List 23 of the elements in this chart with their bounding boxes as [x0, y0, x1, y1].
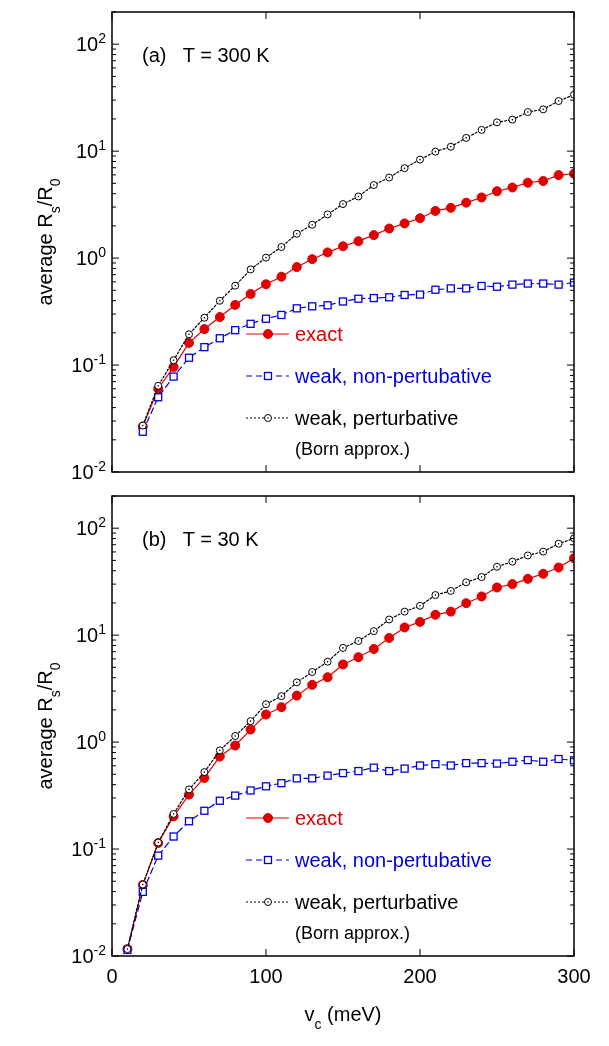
legend-label: exact [294, 807, 344, 829]
y-tick-label: 10$^{-2}$ [71, 942, 107, 967]
y-tick-label: 10$^{1}$ [75, 137, 107, 163]
legend-label: weak, non-pertubative [293, 365, 492, 387]
y-tick-label: 10$^{-2}$ [71, 458, 107, 483]
legend-label: exact [294, 323, 344, 345]
y-tick-label: 10$^{2}$ [75, 514, 107, 540]
text: (b) T = 30 K [142, 528, 260, 550]
y-tick-label: 10$^{1}$ [75, 621, 107, 647]
x-tick-label: 200 [403, 965, 437, 987]
x-axis-title: v$_{c}$ (meV) [304, 1003, 382, 1032]
text: (a) T = 300 K [142, 44, 271, 66]
y-tick-label: 10$^{0}$ [75, 728, 107, 754]
legend-label: weak, non-pertubative [293, 849, 492, 871]
x-tick-label: 0 [106, 965, 118, 987]
y-tick-label: 10$^{0}$ [75, 244, 107, 270]
legend-label: weak, perturbative (Born approx.) [293, 407, 459, 459]
y-tick-label: 10$^{-1}$ [71, 835, 107, 861]
y-tick-label: 10$^{2}$ [75, 30, 107, 56]
x-tick-label: 100 [249, 965, 283, 987]
legend-label: weak, perturbative (Born approx.) [293, 891, 459, 943]
x-tick-label: 300 [557, 965, 591, 987]
y-tick-label: 10$^{-1}$ [71, 351, 107, 377]
